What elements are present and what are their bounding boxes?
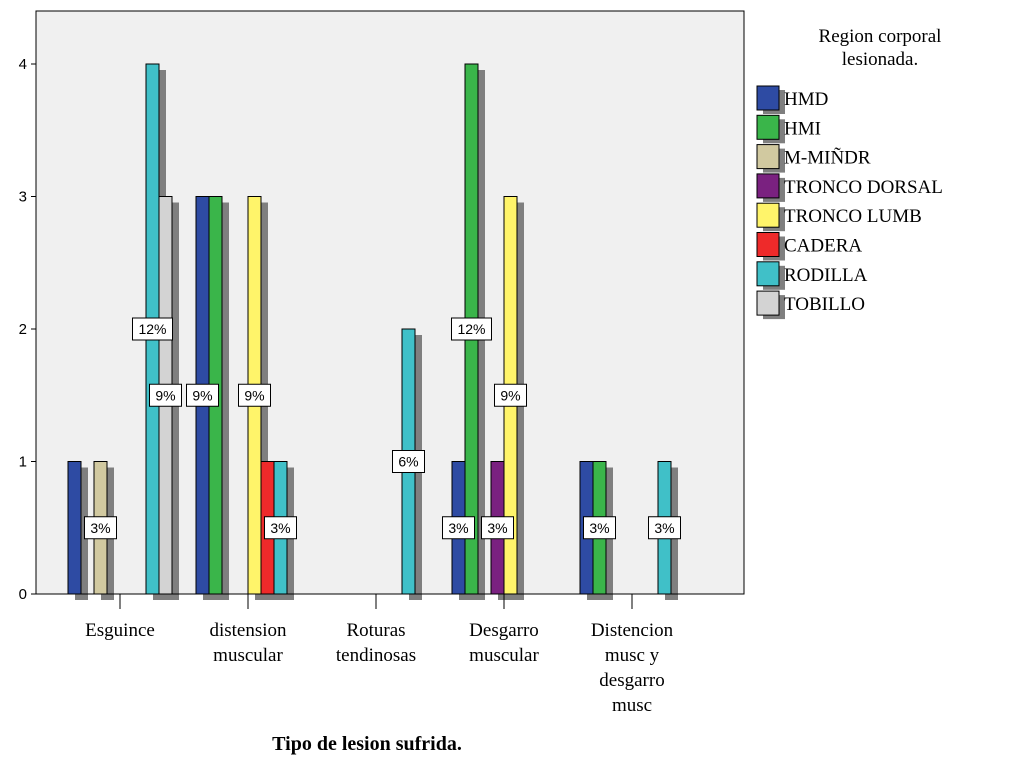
data-label-box bbox=[392, 450, 425, 473]
legend-label: TRONCO DORSAL bbox=[784, 177, 943, 198]
x-tick-label: desgarro bbox=[599, 670, 664, 691]
x-tick-label: Desgarro bbox=[469, 620, 539, 641]
legend-item: TRONCO DORSAL bbox=[756, 173, 943, 202]
data-label-box bbox=[186, 383, 219, 407]
data-label-box bbox=[481, 516, 514, 540]
data-label-text: 9% bbox=[244, 387, 264, 403]
axes-layer: 0 1 2 3 4 Esguince distension muscular Roturas te… bbox=[19, 11, 744, 716]
data-label-text: 9% bbox=[192, 387, 212, 403]
legend-label: M-MIÑDR bbox=[784, 147, 871, 169]
legend-label: HMD bbox=[784, 89, 828, 110]
plot-area bbox=[35, 10, 745, 595]
data-label-text: 3% bbox=[90, 520, 110, 536]
data-label-text: 3% bbox=[487, 520, 507, 536]
y-tick-label: 1 bbox=[19, 454, 27, 471]
legend-swatch bbox=[756, 261, 780, 287]
data-label: 3% bbox=[442, 516, 475, 540]
data-label-text: 12% bbox=[457, 321, 485, 337]
x-tick-label: Esguince bbox=[85, 620, 155, 641]
data-label-box bbox=[238, 383, 271, 407]
y-tick-label: 3 bbox=[19, 189, 27, 206]
x-tick-label: muscular bbox=[469, 645, 539, 666]
legend-swatch bbox=[756, 202, 780, 228]
legend-swatch bbox=[756, 144, 780, 170]
x-tick-label: distension bbox=[209, 620, 287, 641]
x-tick-label: musc y bbox=[605, 645, 660, 666]
legend-swatch bbox=[756, 290, 780, 316]
legend-item: HMI bbox=[756, 114, 821, 144]
data-label-box bbox=[648, 516, 681, 540]
data-label: 9% bbox=[494, 383, 527, 407]
legend-item: TRONCO LUMB bbox=[756, 202, 922, 232]
data-label: 6% bbox=[392, 450, 425, 473]
bar bbox=[67, 461, 82, 595]
legend-title: Region corporal bbox=[819, 26, 942, 47]
legend-label: CADERA bbox=[784, 236, 862, 257]
data-label: 12% bbox=[132, 317, 173, 341]
data-label-text: 9% bbox=[500, 387, 520, 403]
data-label: 9% bbox=[149, 383, 182, 407]
data-label: 3% bbox=[84, 516, 117, 540]
data-label: 3% bbox=[583, 516, 616, 540]
x-axis-title: Tipo de lesion sufrida. bbox=[272, 733, 462, 755]
data-label-text: 9% bbox=[155, 387, 175, 403]
data-label-box bbox=[264, 516, 297, 540]
x-tick-label: Roturas bbox=[346, 620, 405, 641]
legend-item: M-MIÑDR bbox=[756, 144, 871, 173]
data-label-text: 6% bbox=[398, 454, 418, 470]
data-label-box bbox=[494, 383, 527, 407]
legend-label: HMI bbox=[784, 118, 821, 139]
legend-item: RODILLA bbox=[756, 261, 868, 290]
legend-swatch bbox=[756, 114, 780, 140]
data-label-text: 3% bbox=[654, 520, 674, 536]
legend-item: HMD bbox=[756, 85, 828, 114]
legend-label: RODILLA bbox=[784, 265, 868, 286]
data-label-text: 3% bbox=[589, 520, 609, 536]
y-tick-label: 2 bbox=[19, 321, 27, 338]
data-label: 3% bbox=[264, 516, 297, 540]
legend-title: lesionada. bbox=[842, 49, 919, 70]
data-label-text: 3% bbox=[270, 520, 290, 536]
x-tick-label: musc bbox=[612, 695, 652, 716]
x-tick-label: tendinosas bbox=[336, 645, 416, 666]
y-tick-label: 0 bbox=[19, 586, 27, 603]
data-label-box bbox=[149, 383, 182, 407]
legend-label: TRONCO LUMB bbox=[784, 206, 922, 227]
legend-item: CADERA bbox=[756, 232, 862, 261]
data-label-text: 3% bbox=[448, 520, 468, 536]
data-label-box bbox=[583, 516, 616, 540]
data-label-box bbox=[451, 317, 492, 341]
x-tick-label: Distencion bbox=[591, 620, 674, 641]
data-label: 9% bbox=[238, 383, 271, 407]
data-label: 3% bbox=[648, 516, 681, 540]
data-label: 12% bbox=[451, 317, 492, 341]
data-label-box bbox=[84, 516, 117, 540]
data-label-text: 12% bbox=[138, 321, 166, 337]
x-tick-label: muscular bbox=[213, 645, 283, 666]
legend-item: TOBILLO bbox=[756, 290, 865, 320]
legend-swatch bbox=[756, 85, 780, 111]
data-label-box bbox=[442, 516, 475, 540]
data-label: 3% bbox=[481, 516, 514, 540]
legend-label: TOBILLO bbox=[784, 294, 865, 315]
legend-swatch bbox=[756, 232, 780, 257]
legend-swatch bbox=[756, 173, 780, 199]
data-label-box bbox=[132, 317, 173, 341]
y-tick-label: 4 bbox=[19, 56, 27, 73]
data-labels-layer: 3% 12% 9% 9% 9% 3% 6% 3% 12% 3% 9% 3% 3% bbox=[84, 317, 681, 540]
data-label: 9% bbox=[186, 383, 219, 407]
